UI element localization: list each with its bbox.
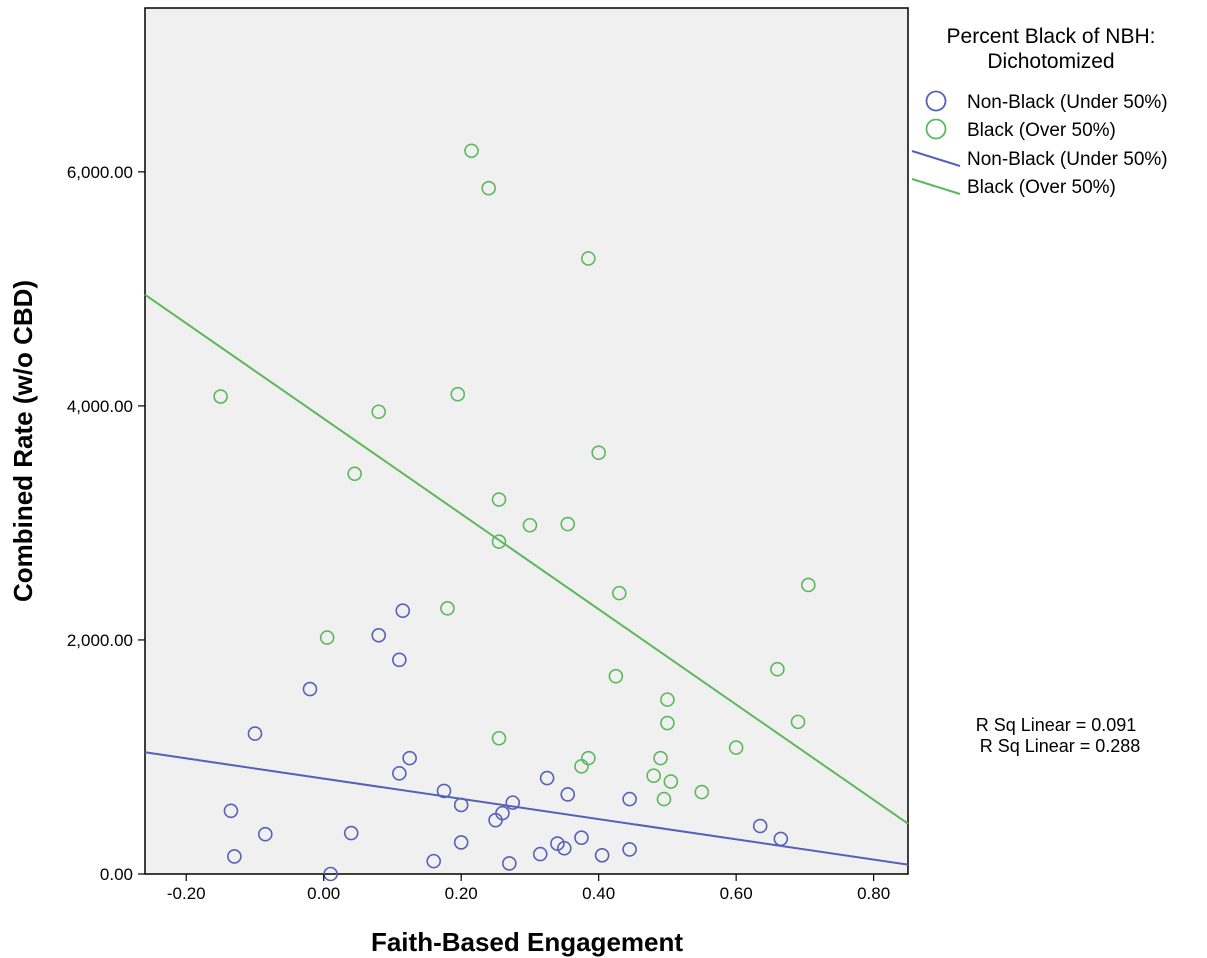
point-black [560,516,576,532]
point-black [491,730,507,746]
point-non-black [436,783,452,799]
point-non-black [495,805,510,821]
point-black [213,389,228,404]
point-black [522,517,538,533]
point-non-black [622,791,637,807]
point-black [581,750,596,766]
fit-line-black [144,293,909,825]
x-tick-label: -0.20 [167,884,206,903]
point-black [660,715,675,731]
point-black [728,740,744,755]
legend-label-marker-black: Black (Over 50%) [967,120,1116,141]
point-non-black [426,853,442,869]
point-non-black [594,847,610,863]
point-black [371,404,387,420]
point-black [591,445,606,461]
point-black [790,714,806,730]
legend-title-line1: Percent Black of NBH: [947,25,1156,48]
point-black [491,492,507,507]
legend-marker-black [925,118,947,140]
point-black [801,577,816,593]
legend-label-marker-non-black: Non-Black (Under 50%) [967,92,1168,113]
point-non-black [453,835,469,850]
point-black [660,692,675,707]
r-squared-non-black: R Sq Linear = 0.091 [976,715,1137,735]
x-tick-label: 0.80 [857,884,890,903]
legend-marker-non-black [925,90,947,112]
point-non-black [622,842,637,857]
point-black [608,668,624,684]
x-tick-label: 0.20 [445,884,478,903]
point-non-black [371,627,387,643]
point-non-black [302,681,318,697]
y-tick-label: 2,000.00 [67,631,133,650]
x-axis-label: Faith-Based Engagement [371,927,683,957]
point-black [694,784,710,800]
legend-label-line-non-black: Non-Black (Under 50%) [967,149,1168,170]
point-non-black [574,830,589,846]
point-black [646,768,661,783]
point-black [770,661,785,677]
legend-line-non-black [911,150,961,167]
x-tick-label: 0.60 [720,884,753,903]
point-black [440,601,455,616]
point-non-black [223,803,239,819]
r-squared-black: R Sq Linear = 0.288 [980,736,1141,756]
point-non-black [532,846,548,862]
x-tick-label: 0.00 [307,884,340,903]
point-non-black [505,795,521,810]
point-black [491,534,507,549]
legend-label-line-black: Black (Over 50%) [967,177,1116,198]
data-points [213,143,816,882]
point-non-black [502,856,517,871]
point-black [450,386,466,402]
point-black [347,466,362,482]
legend-title-line2: Dichotomized [987,50,1114,73]
point-non-black [402,750,417,766]
point-black [611,585,627,601]
legend-line-black [911,178,961,195]
point-black [656,791,672,807]
y-tick-label: 6,000.00 [67,163,133,182]
point-non-black [395,603,411,618]
point-non-black [343,825,359,841]
point-non-black [752,818,768,834]
point-non-black [539,770,555,786]
point-non-black [560,787,576,802]
point-black [319,630,335,645]
point-non-black [247,726,263,741]
y-tick-label: 4,000.00 [67,397,133,416]
point-non-black [392,652,407,668]
point-non-black [227,849,242,864]
y-tick-label: 0.00 [100,865,133,884]
point-non-black [557,840,572,856]
point-non-black [257,826,273,842]
point-black [581,251,596,266]
x-tick-label: 0.40 [582,884,615,903]
point-non-black [773,831,789,847]
legend: Percent Black of NBH: Dichotomized Non-B… [911,25,1168,198]
point-black [464,143,479,159]
point-non-black [453,797,469,813]
point-non-black [392,766,407,781]
point-black [663,774,679,789]
y-axis-label: Combined Rate (w/o CBD) [8,280,38,602]
point-black [481,180,496,196]
point-black [653,750,668,766]
plot-area [144,7,909,875]
axes: -0.20 0.00 0.20 0.40 0.60 0.80 0.00 2,000.00 4,0… [67,163,890,903]
